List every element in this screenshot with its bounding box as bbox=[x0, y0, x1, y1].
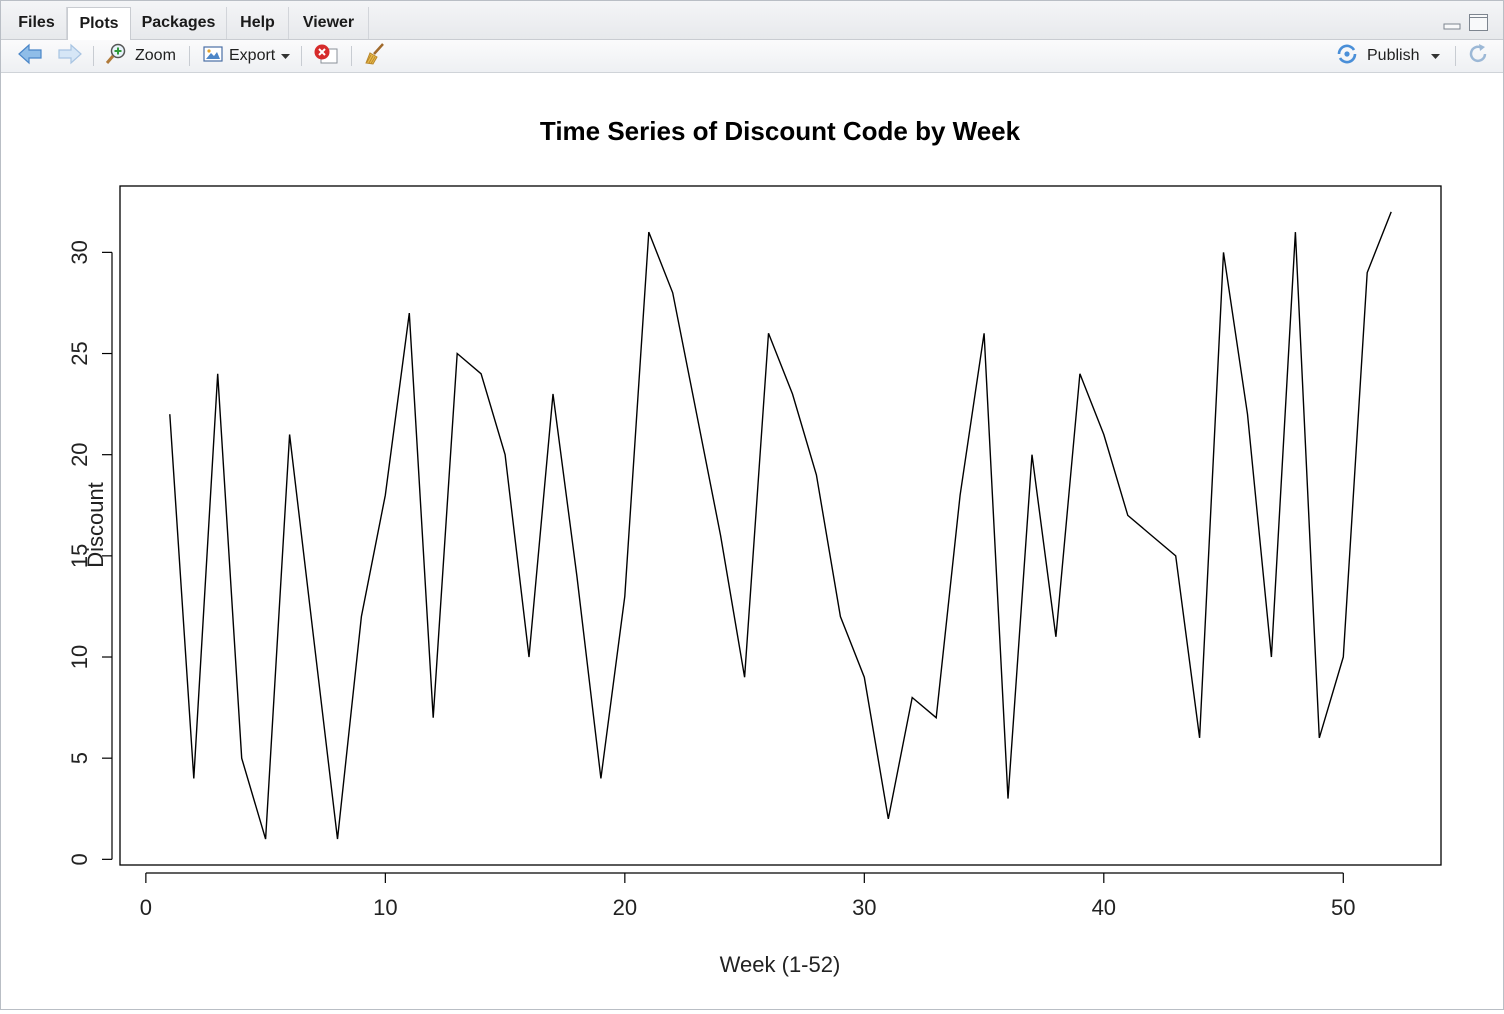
x-tick-label: 30 bbox=[852, 895, 876, 920]
tab-packages[interactable]: Packages bbox=[131, 7, 227, 39]
x-axis-label: Week (1-52) bbox=[720, 952, 841, 977]
export-menu-button[interactable]: Export bbox=[203, 40, 290, 72]
refresh-icon bbox=[1466, 42, 1490, 71]
remove-plot-button[interactable] bbox=[313, 40, 339, 72]
tab-files[interactable]: Files bbox=[7, 7, 67, 39]
back-button[interactable] bbox=[17, 40, 43, 72]
broom-icon bbox=[363, 42, 387, 71]
line-chart: Time Series of Discount Code by Week 0 10… bbox=[1, 73, 1503, 1009]
x-tick-label: 40 bbox=[1092, 895, 1116, 920]
chevron-down-icon bbox=[1431, 47, 1440, 65]
refresh-button[interactable] bbox=[1466, 40, 1490, 72]
y-tick-label: 0 bbox=[67, 853, 92, 865]
tab-help[interactable]: Help bbox=[227, 7, 289, 39]
arrow-left-icon bbox=[17, 43, 43, 70]
chevron-down-icon bbox=[281, 47, 290, 65]
y-axis-label: Discount bbox=[83, 482, 108, 568]
zoom-icon bbox=[105, 43, 127, 70]
y-tick-label: 25 bbox=[67, 341, 92, 365]
minimize-icon[interactable] bbox=[1443, 15, 1461, 31]
x-tick-label: 10 bbox=[373, 895, 397, 920]
zoom-label: Zoom bbox=[135, 47, 176, 65]
toolbar-separator bbox=[301, 46, 302, 66]
series-line bbox=[170, 212, 1391, 839]
plot-box bbox=[120, 186, 1441, 865]
x-tick-label: 50 bbox=[1331, 895, 1355, 920]
publish-label: Publish bbox=[1367, 47, 1419, 65]
export-icon bbox=[203, 45, 223, 68]
plots-toolbar: Zoom Export bbox=[1, 40, 1503, 73]
y-tick-label: 10 bbox=[67, 645, 92, 669]
zoom-button[interactable]: Zoom bbox=[105, 40, 176, 72]
y-tick-label: 5 bbox=[67, 752, 92, 764]
tab-plots[interactable]: Plots bbox=[67, 7, 131, 40]
publish-menu-button[interactable]: Publish bbox=[1335, 40, 1440, 72]
x-tick-label: 0 bbox=[140, 895, 152, 920]
y-tick-label: 20 bbox=[67, 442, 92, 466]
chart-title: Time Series of Discount Code by Week bbox=[540, 116, 1021, 146]
x-axis: 0 10 20 30 40 50 bbox=[140, 873, 1356, 920]
toolbar-separator bbox=[1455, 46, 1456, 66]
toolbar-separator bbox=[351, 46, 352, 66]
plot-viewer: Time Series of Discount Code by Week 0 10… bbox=[1, 73, 1503, 1009]
export-label: Export bbox=[229, 47, 275, 65]
toolbar-separator bbox=[189, 46, 190, 66]
x-tick-label: 20 bbox=[613, 895, 637, 920]
clear-all-plots-button[interactable] bbox=[363, 40, 387, 72]
arrow-right-icon bbox=[57, 43, 83, 70]
pane-tab-bar: Files Plots Packages Help Viewer bbox=[1, 1, 1503, 40]
forward-button[interactable] bbox=[57, 40, 83, 72]
toolbar-separator bbox=[93, 46, 94, 66]
remove-plot-icon bbox=[313, 43, 339, 70]
publish-icon bbox=[1335, 44, 1359, 69]
series-points bbox=[170, 212, 1391, 839]
maximize-icon[interactable] bbox=[1468, 13, 1490, 33]
tab-viewer[interactable]: Viewer bbox=[289, 7, 369, 39]
y-tick-label: 30 bbox=[67, 240, 92, 264]
